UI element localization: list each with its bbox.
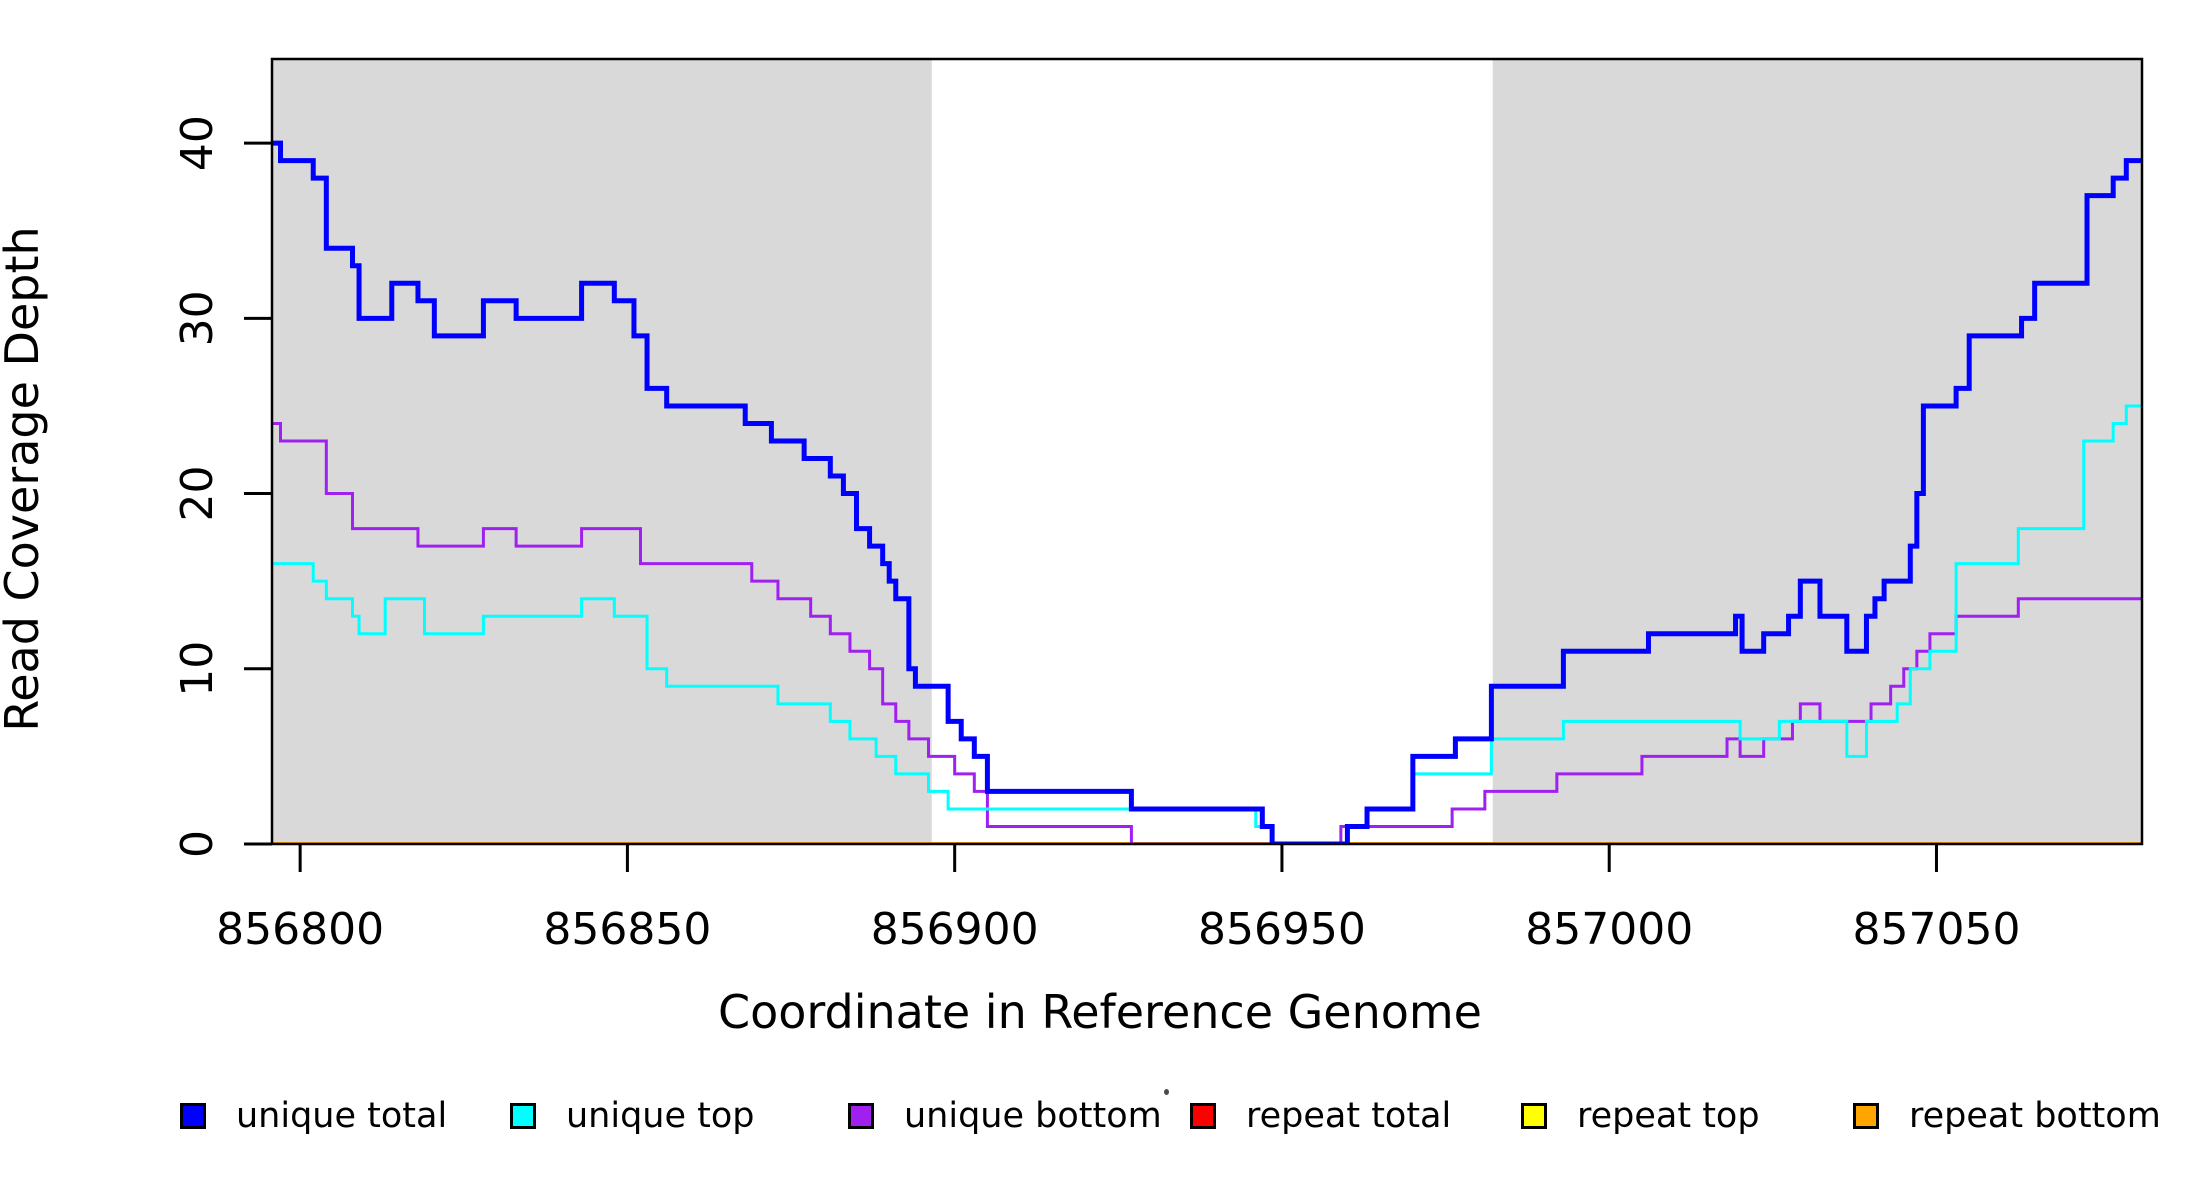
legend-item-repeat-total: repeat total [1190, 1096, 1451, 1136]
legend: unique total unique top unique bottom repea… [0, 1096, 2200, 1156]
x-tick-label: 856850 [543, 904, 711, 955]
x-tick-label: 856950 [1198, 904, 1366, 955]
legend-swatch-repeat-bottom [1853, 1103, 1879, 1129]
legend-swatch-unique-top [510, 1103, 536, 1129]
legend-item-repeat-bottom: repeat bottom [1853, 1096, 2161, 1136]
stray-dot-artifact [1164, 1089, 1169, 1095]
legend-swatch-repeat-total [1190, 1103, 1216, 1129]
x-tick-label: 857050 [1852, 904, 2020, 955]
legend-label: unique bottom [904, 1096, 1162, 1136]
legend-label: repeat total [1246, 1096, 1452, 1136]
y-tick-label: 0 [172, 830, 223, 858]
legend-label: repeat top [1577, 1096, 1760, 1136]
x-axis-title: Coordinate in Reference Genome [718, 985, 1482, 1039]
legend-item-unique-total: unique total [180, 1096, 447, 1136]
x-tick-label: 856800 [216, 904, 384, 955]
plot-box [270, 57, 2144, 846]
y-tick-label: 10 [172, 641, 223, 697]
y-tick-label: 30 [172, 290, 223, 346]
shaded-region [272, 59, 932, 844]
legend-swatch-unique-bottom [848, 1103, 874, 1129]
series-unique-top [272, 404, 2142, 844]
legend-swatch-unique-total [180, 1103, 206, 1129]
legend-item-unique-top: unique top [510, 1096, 755, 1136]
x-tick-label: 856900 [871, 904, 1039, 955]
legend-item-unique-bottom: unique bottom [848, 1096, 1162, 1136]
y-tick-label: 40 [172, 115, 223, 171]
legend-label: unique total [236, 1096, 448, 1136]
y-axis-title: Read Coverage Depth [0, 226, 49, 732]
series-unique-total [272, 140, 2142, 844]
shaded-region [1492, 59, 2142, 844]
series-unique-bottom [272, 421, 2142, 844]
y-tick-label: 20 [172, 466, 223, 522]
legend-label: unique top [566, 1096, 755, 1136]
legend-item-repeat-top: repeat top [1521, 1096, 1760, 1136]
legend-swatch-repeat-top [1521, 1103, 1547, 1129]
series-group [272, 140, 2142, 844]
legend-label: repeat bottom [1909, 1096, 2161, 1136]
x-tick-label: 857000 [1525, 904, 1693, 955]
